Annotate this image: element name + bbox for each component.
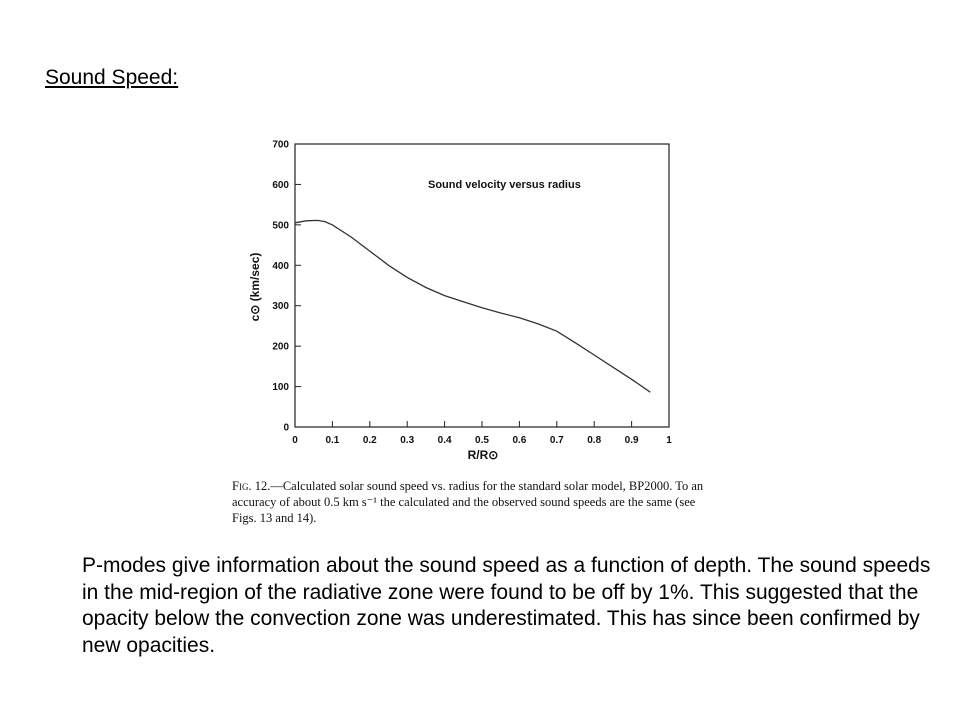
x-tick-label: 0.8 bbox=[587, 435, 601, 446]
y-tick-label: 400 bbox=[272, 261, 289, 272]
x-tick-label: 0.1 bbox=[325, 435, 339, 446]
caption-text: —Calculated solar sound speed vs. radius… bbox=[232, 479, 704, 525]
y-tick-label: 200 bbox=[272, 342, 289, 353]
y-tick-label: 600 bbox=[272, 180, 289, 191]
x-tick-label: 0 bbox=[292, 435, 298, 446]
y-axis-label: c⊙ (km/sec) bbox=[248, 253, 262, 322]
x-tick-label: 0.2 bbox=[363, 435, 377, 446]
figure-number: Fig. 12. bbox=[232, 479, 271, 493]
figure-caption: Fig. 12.—Calculated solar sound speed vs… bbox=[232, 478, 710, 526]
x-tick-label: 0.7 bbox=[550, 435, 564, 446]
y-tick-label: 0 bbox=[283, 423, 289, 434]
y-axis: 0 100 200 300 400 500 600 700 bbox=[272, 140, 301, 434]
y-tick-label: 100 bbox=[272, 382, 289, 393]
x-tick-label: 0.6 bbox=[512, 435, 526, 446]
sound-speed-figure: 0 100 200 300 400 500 600 700 0 0.1 0.2 0.3 0.4 0.5 0… bbox=[232, 132, 732, 522]
x-tick-label: 1 bbox=[666, 435, 672, 446]
x-tick-label: 0.9 bbox=[625, 435, 639, 446]
x-tick-label: 0.4 bbox=[438, 435, 452, 446]
y-tick-label: 300 bbox=[272, 301, 289, 312]
y-tick-label: 700 bbox=[272, 140, 289, 151]
x-axis: 0 0.1 0.2 0.3 0.4 0.5 0.6 0.7 0.8 0.9 1 bbox=[292, 421, 672, 446]
x-tick-label: 0.5 bbox=[475, 435, 489, 446]
body-paragraph: P-modes give information about the sound… bbox=[82, 554, 931, 657]
x-tick-label: 0.3 bbox=[400, 435, 414, 446]
slide-heading: Sound Speed: bbox=[45, 66, 179, 89]
sound-speed-curve bbox=[294, 219, 651, 393]
x-axis-label: R/R⊙ bbox=[468, 448, 499, 462]
chart-title: Sound velocity versus radius bbox=[428, 179, 581, 191]
y-tick-label: 500 bbox=[272, 220, 289, 231]
